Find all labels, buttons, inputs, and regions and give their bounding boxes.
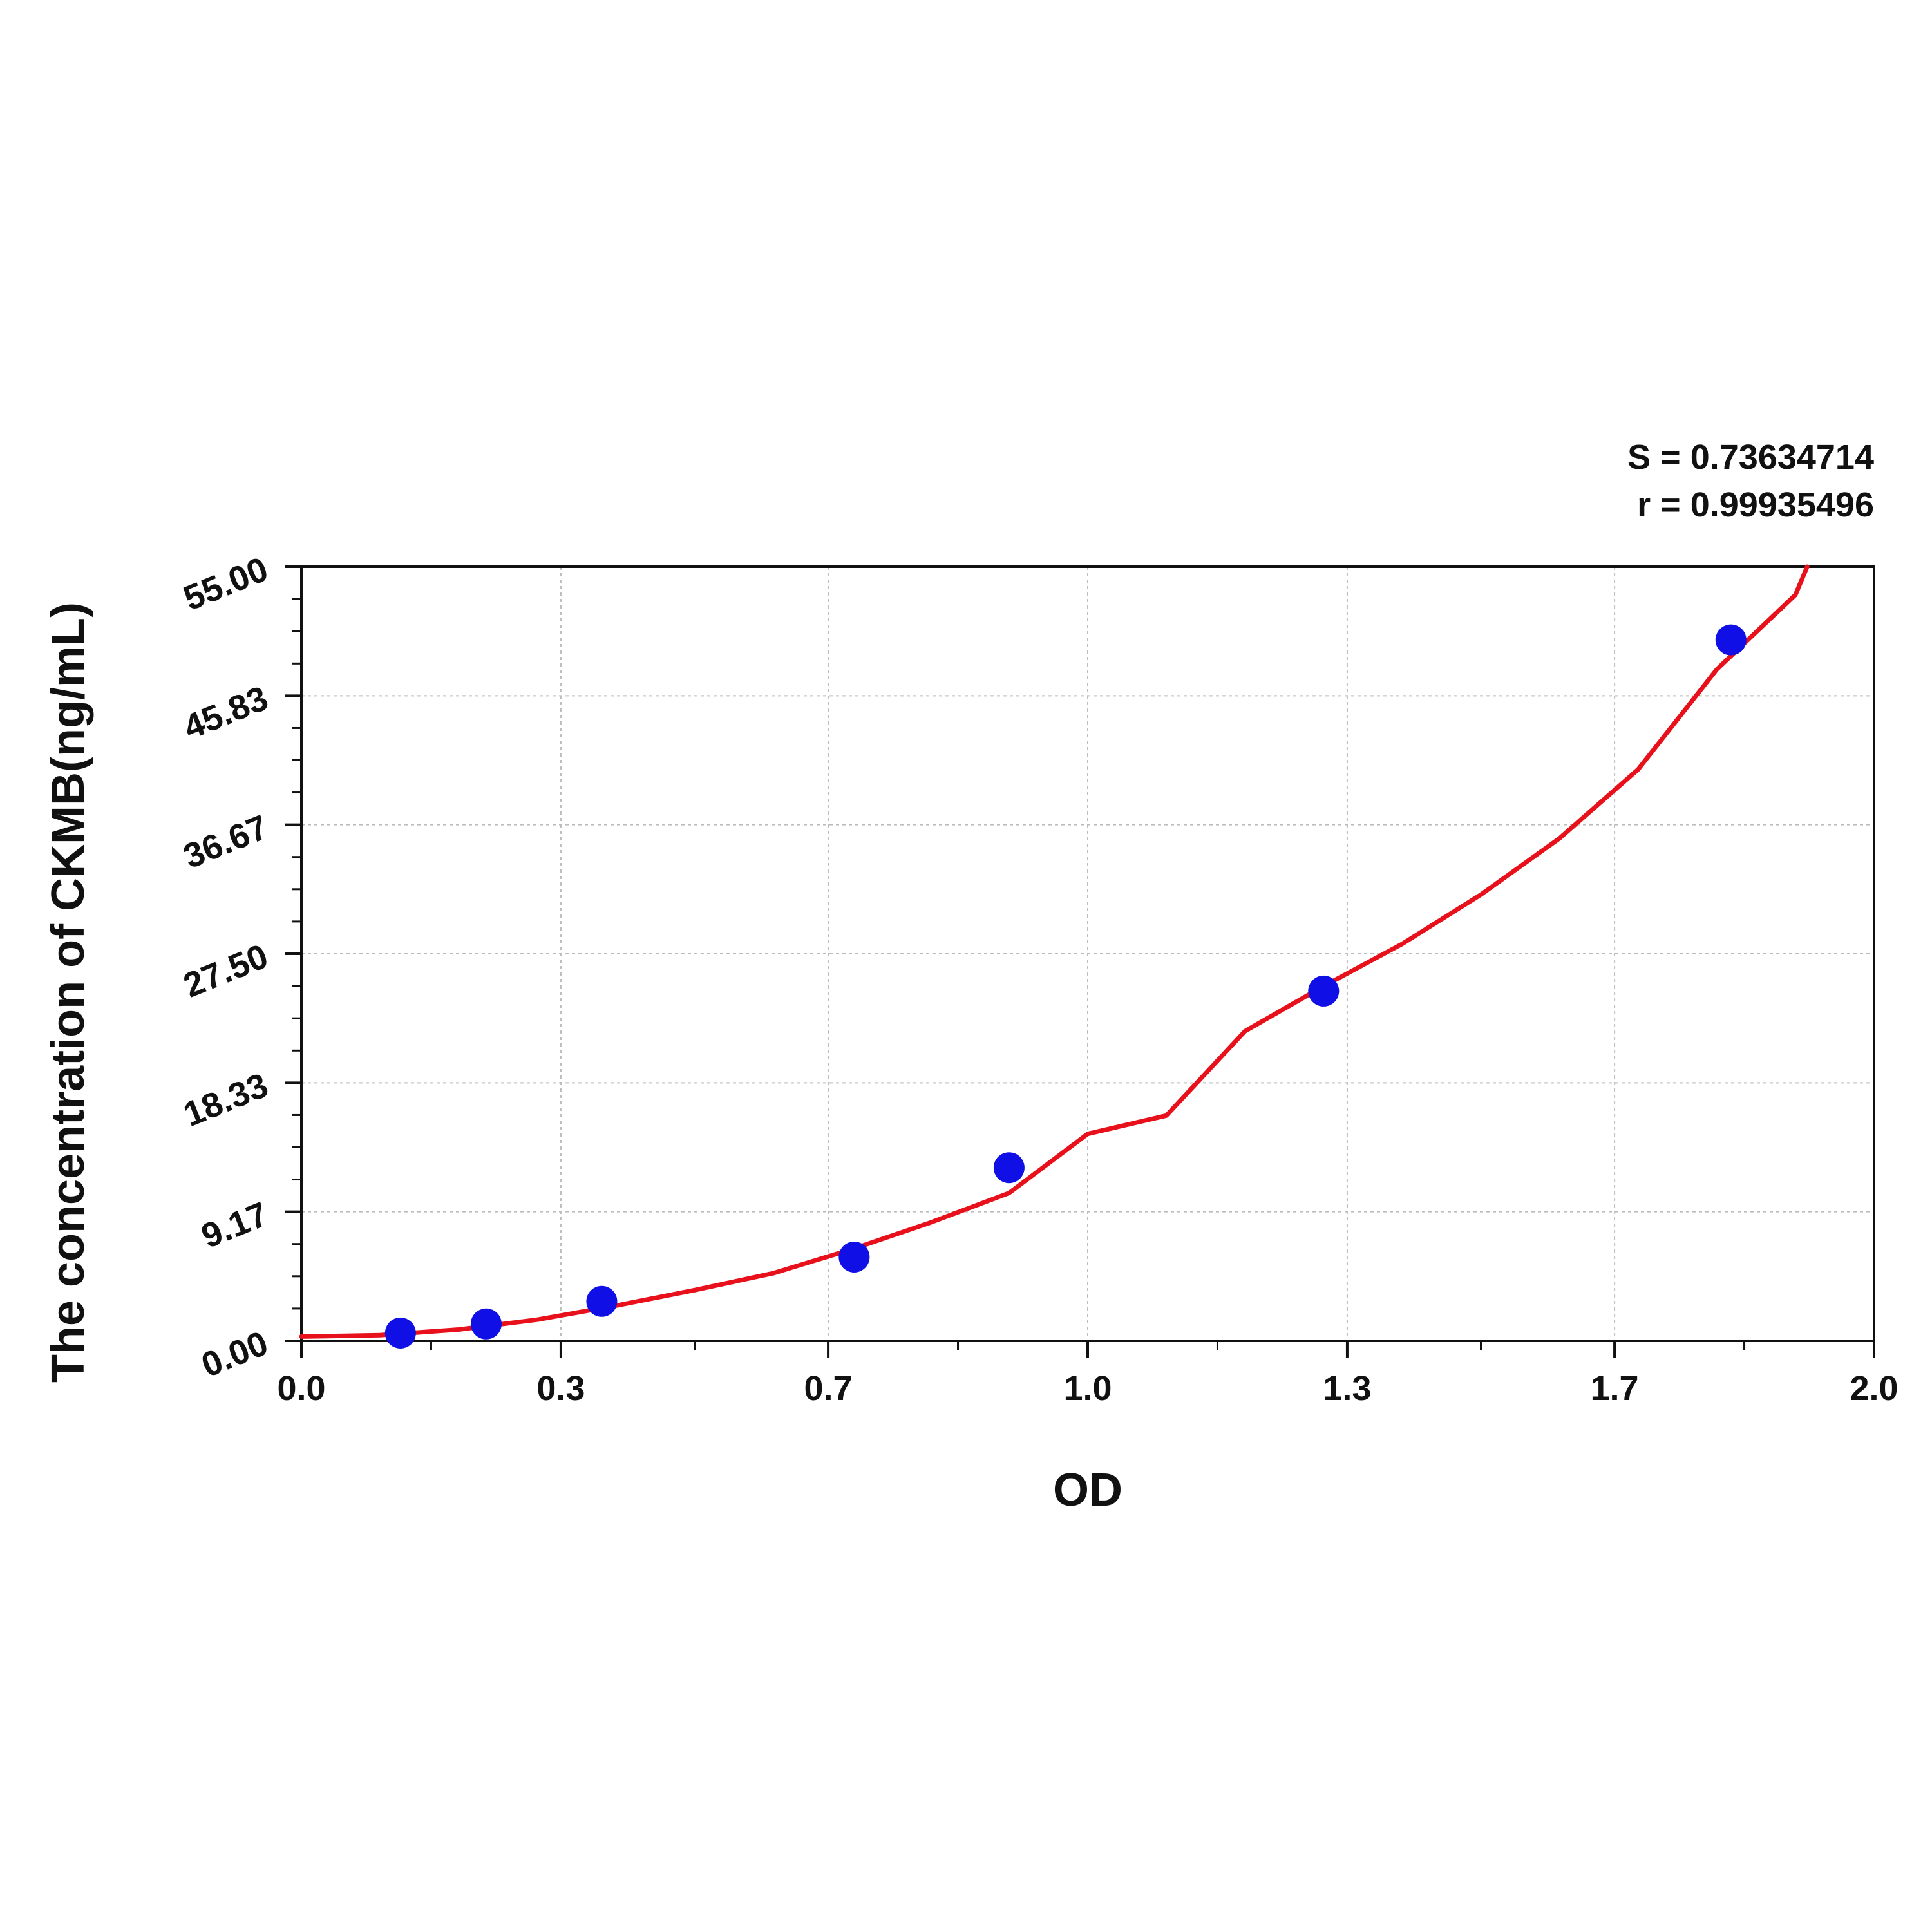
stat-s-annotation: S = 0.73634714 (1627, 438, 1874, 477)
minor-ticks (292, 598, 1746, 1350)
x-tick-label: 0.7 (804, 1369, 853, 1408)
y-tick-label: 55.00 (178, 549, 274, 618)
y-tick-label: 0.00 (196, 1323, 274, 1385)
plot-frame (300, 565, 1875, 1342)
y-tick-label: 45.83 (178, 679, 274, 747)
y-tick-label: 18.33 (178, 1066, 274, 1134)
x-tick-label: 1.0 (1063, 1369, 1112, 1408)
y-tick-labels: 0.00 9.17 18.33 27.50 36.67 45.83 55.00 (178, 549, 274, 1385)
fit-curve (299, 564, 1810, 1339)
x-tick-labels: 0.0 0.3 0.7 1.0 1.3 1.7 2.0 (277, 1369, 1898, 1408)
x-tick-label: 0.0 (277, 1369, 325, 1408)
x-tick-label: 2.0 (1850, 1369, 1898, 1408)
data-point (384, 1317, 416, 1349)
data-point (586, 1285, 618, 1317)
y-tick-label: 36.67 (178, 808, 274, 876)
fit-curve-layer (299, 564, 1810, 1339)
x-tick-label: 1.3 (1323, 1369, 1371, 1408)
x-tick-label: 1.7 (1591, 1369, 1639, 1408)
major-ticks (285, 565, 1875, 1358)
stat-r-annotation: r = 0.99935496 (1637, 486, 1874, 524)
data-point (993, 1152, 1025, 1184)
x-axis-title: OD (1053, 1464, 1122, 1516)
data-point (838, 1241, 870, 1273)
data-point (1308, 975, 1340, 1007)
data-points (384, 624, 1747, 1349)
data-point (1715, 624, 1747, 656)
x-tick-label: 0.3 (536, 1369, 585, 1408)
y-tick-label: 27.50 (178, 936, 274, 1005)
grid (301, 567, 1874, 1341)
y-tick-label: 9.17 (196, 1195, 274, 1256)
data-point (470, 1308, 502, 1340)
y-axis-title: The concentration of CKMB(ng/mL) (43, 602, 94, 1383)
